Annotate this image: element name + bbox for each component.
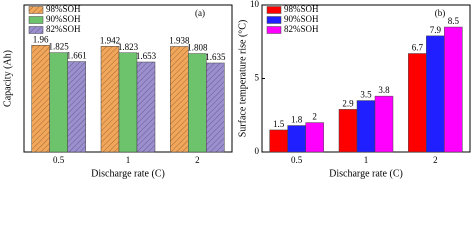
chart-title: (b) [435, 8, 446, 18]
bar [426, 35, 445, 153]
x-axis-label: Discharge rate (C) [91, 168, 165, 179]
value-label: 1.635 [205, 52, 226, 62]
page: {"chart_data": [ {"type": "bar", "title"… [2, 0, 471, 180]
legend-swatch [28, 16, 44, 24]
value-label: 1.825 [49, 42, 70, 52]
bar [269, 129, 288, 153]
legend-label: 90%SOH [46, 14, 81, 24]
bar [49, 52, 68, 153]
legend-label: 82%SOH [284, 24, 319, 34]
legend-label: 82%SOH [46, 24, 81, 34]
legend-swatch [266, 26, 282, 34]
legend-swatch [266, 6, 282, 14]
value-label: 1.661 [67, 51, 87, 61]
value-label: 6.7 [412, 43, 424, 53]
bar [444, 26, 463, 153]
legend-label: 98%SOH [46, 4, 81, 14]
legend-label: 98%SOH [284, 4, 319, 14]
bar-hatch [101, 46, 119, 152]
value-label: 3.8 [378, 85, 390, 95]
value-label: 8.5 [448, 16, 460, 26]
value-label: 1.653 [136, 51, 157, 61]
bar [188, 53, 207, 153]
bar-hatch [170, 46, 189, 153]
legend-swatch [266, 16, 282, 24]
legend-label: 90%SOH [284, 14, 319, 24]
legend-hatch [29, 6, 43, 14]
value-label: 1.8 [291, 115, 303, 125]
bar-hatch [67, 61, 86, 152]
y-tick-label: 10 [250, 0, 260, 9]
bar-hatch [137, 62, 155, 152]
value-label: 1.823 [118, 42, 139, 52]
value-label: 3.5 [360, 90, 372, 100]
x-tick-label: 1 [126, 155, 131, 165]
bar [287, 125, 306, 153]
bar [118, 52, 138, 153]
x-tick-label: 2 [433, 155, 438, 165]
value-label: 1.808 [187, 43, 208, 53]
value-label: 7.9 [430, 25, 442, 35]
x-tick-label: 1 [364, 155, 369, 165]
y-tick-label: 0 [255, 146, 260, 156]
value-label: 2.9 [342, 98, 354, 108]
y-tick-label: 5 [255, 73, 260, 83]
x-tick-label: 0.5 [53, 155, 65, 165]
x-axis-label: Discharge rate (C) [329, 168, 403, 179]
bar [408, 53, 427, 153]
chart-title: (a) [195, 8, 205, 18]
bar-hatch [31, 45, 50, 152]
bar [305, 122, 324, 153]
bar-hatch [206, 62, 225, 152]
x-tick-label: 2 [195, 155, 200, 165]
value-label: 1.938 [169, 36, 190, 46]
x-tick-label: 0.5 [291, 155, 303, 165]
legend-hatch [29, 26, 43, 34]
y-axis-label: Capacity (Ah) [2, 50, 13, 107]
bar [338, 109, 358, 153]
value-label: 1.96 [33, 34, 49, 44]
y-axis-label: Surface temperature rise (°C) [237, 20, 248, 138]
bar [356, 100, 376, 153]
value-label: 1.942 [100, 35, 120, 45]
value-label: 1.5 [273, 119, 285, 129]
value-label: 2 [312, 112, 317, 122]
bar [374, 95, 394, 153]
chart: 0.51.961.8251.66111.9421.8231.65321.9381… [2, 0, 471, 179]
